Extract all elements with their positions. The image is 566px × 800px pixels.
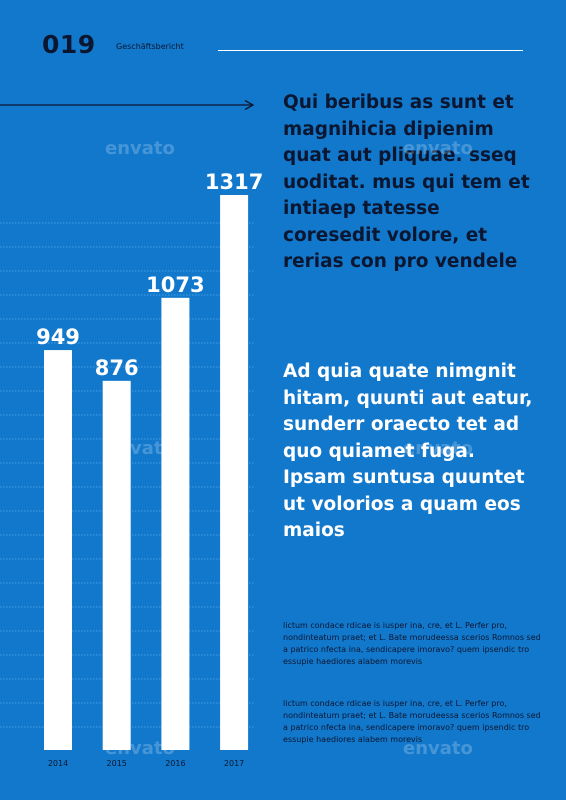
bar-2015 [102, 380, 131, 750]
bar-2017 [220, 195, 249, 750]
data-label-2017: 1317 [205, 170, 263, 194]
section-title: Geschäftsbericht [116, 42, 184, 51]
x-tick-label: 2014 [48, 759, 68, 768]
bar-2016 [161, 297, 190, 750]
subheadline: Ad quia quate nimgnit hitam, quunti aut … [283, 361, 533, 541]
header-rule [218, 50, 523, 51]
headline: Qui beribus as sunt et magnihicia dipien… [283, 92, 530, 272]
watermark-text: envato [403, 738, 473, 759]
page-number: 019 [42, 30, 96, 59]
watermark-text: envato [105, 438, 175, 459]
body-paragraph-1: lictum condace rdicae is iusper ina, cre… [283, 621, 541, 666]
watermark-text: envato [403, 138, 473, 159]
body-paragraph-2: lictum condace rdicae is iusper ina, cre… [283, 699, 541, 744]
data-label-2015: 876 [95, 356, 139, 380]
watermark-text: envato [403, 438, 473, 459]
watermark-text: envato [105, 138, 175, 159]
data-label-2014: 949 [36, 325, 80, 349]
bar-2014 [44, 350, 72, 750]
x-tick-label: 2015 [107, 759, 127, 768]
x-tick-label: 2016 [165, 759, 185, 768]
x-tick-label: 2017 [224, 759, 244, 768]
watermark-text: envato [105, 738, 175, 759]
data-label-2016: 1073 [146, 273, 204, 297]
arrow-right-icon [0, 99, 255, 111]
bar-chart: 949 2014 876 2015 1073 2016 1317 2017 [0, 170, 263, 768]
